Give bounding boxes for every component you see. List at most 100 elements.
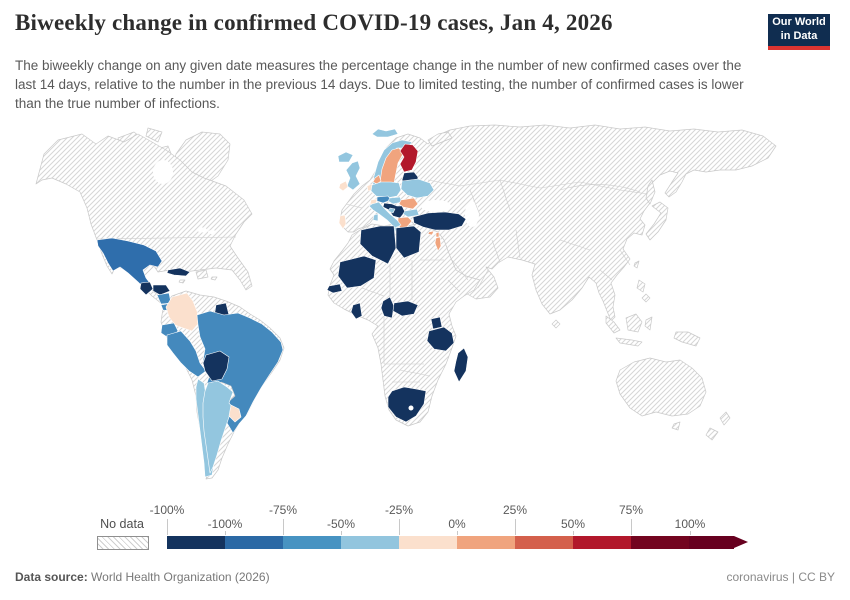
map-region-sardinia[interactable] <box>372 213 379 222</box>
map-region-peru[interactable] <box>166 330 207 378</box>
legend-no-data-label: No data <box>100 517 144 531</box>
map-region-svalbard[interactable] <box>371 128 399 138</box>
map-landmass-new-zealand-south[interactable] <box>705 427 719 441</box>
map-region-lebanon[interactable] <box>435 231 440 238</box>
hudson-bay <box>153 160 173 184</box>
legend-segment[interactable] <box>399 536 457 549</box>
map-landmass-japan[interactable] <box>645 201 669 241</box>
legend-segment[interactable] <box>631 536 689 549</box>
map-region-bolivia[interactable] <box>202 350 230 382</box>
license-link[interactable]: coronavirus | CC BY <box>726 570 836 584</box>
map-region-ireland[interactable] <box>338 180 349 192</box>
map-region-bosnia[interactable] <box>387 207 396 214</box>
legend-tick-label: -100% <box>207 517 243 531</box>
black-sea <box>421 200 451 212</box>
map-region-argentina[interactable] <box>202 380 236 474</box>
map-landmass-philippines[interactable] <box>636 279 646 293</box>
map-landmass-philippines-south[interactable] <box>641 293 651 303</box>
border-china-india <box>539 239 591 261</box>
map-region-tanzania[interactable] <box>426 326 455 352</box>
map-landmass-australia[interactable] <box>615 357 707 417</box>
border-nigeria <box>361 287 385 297</box>
legend-segment[interactable] <box>689 536 734 549</box>
map-landmass-new-guinea[interactable] <box>673 331 701 347</box>
map-landmass-sri-lanka[interactable] <box>551 319 561 329</box>
map-region-senegal[interactable] <box>326 283 343 294</box>
map-landmass-arctic-island-2[interactable] <box>145 127 163 143</box>
map-landmass-borneo[interactable] <box>625 313 643 333</box>
map-region-israel[interactable] <box>434 236 442 252</box>
legend-tick-line <box>283 519 284 535</box>
legend-segment[interactable] <box>341 536 399 549</box>
map-landmass-tasmania[interactable] <box>671 421 681 431</box>
map-landmass-sulawesi[interactable] <box>644 316 653 331</box>
map-region-ghana[interactable] <box>350 302 363 320</box>
border-central-asia-2 <box>499 179 511 211</box>
border-horn <box>447 279 461 293</box>
border-mongolia <box>559 184 641 193</box>
legend-tick-label: 50% <box>560 517 586 531</box>
legend-no-data-swatch[interactable] <box>97 536 149 550</box>
map-region-madagascar[interactable] <box>453 347 469 383</box>
map-region-colombia[interactable] <box>165 292 200 332</box>
data-source-line: Data source: World Health Organization (… <box>15 570 270 584</box>
map-region-central-african-republic[interactable] <box>392 300 419 317</box>
map-region-libya[interactable] <box>395 225 422 259</box>
map-region-guatemala[interactable] <box>139 281 154 296</box>
map-landmass-java[interactable] <box>615 337 643 347</box>
map-landmass-sakhalin[interactable] <box>645 179 656 205</box>
map-landmass-taiwan[interactable] <box>633 260 640 269</box>
map-region-italy[interactable] <box>368 201 402 229</box>
map-region-honduras[interactable] <box>152 284 171 296</box>
map-landmass-hispaniola[interactable] <box>195 269 209 280</box>
map-region-turkey[interactable] <box>412 211 467 231</box>
map-region-finland[interactable] <box>399 143 419 173</box>
legend-segment[interactable] <box>515 536 573 549</box>
legend-tick-line <box>631 519 632 535</box>
legend-tick-line <box>457 531 458 535</box>
legend-segment[interactable] <box>167 536 225 549</box>
data-source-label: Data source: <box>15 570 88 584</box>
map-region-iceland[interactable] <box>337 151 354 163</box>
border-us-canada <box>96 236 237 240</box>
page-title: Biweekly change in confirmed COVID-19 ca… <box>15 10 613 35</box>
map-region-uganda[interactable] <box>430 316 443 330</box>
map-region-romania[interactable] <box>398 197 419 210</box>
map-region-hungary[interactable] <box>387 196 403 205</box>
legend-tick-line <box>515 519 516 535</box>
map-region-cuba[interactable] <box>166 267 191 277</box>
map-region-austria[interactable] <box>376 195 392 204</box>
map-landmass-new-zealand-north[interactable] <box>719 411 731 426</box>
legend-segment[interactable] <box>283 536 341 549</box>
map-landmass-puerto-rico[interactable] <box>210 276 218 281</box>
map-region-portugal[interactable] <box>338 214 347 230</box>
legend-segment[interactable] <box>457 536 515 549</box>
map-landmass-north-america[interactable] <box>35 133 253 317</box>
great-lake-2 <box>208 230 216 234</box>
owid-logo[interactable]: Our World in Data <box>768 14 830 50</box>
map-region-cyprus[interactable] <box>427 230 435 236</box>
legend-tick-line <box>225 531 226 535</box>
map-region-germany-poland[interactable] <box>370 181 402 199</box>
border-se-asia <box>599 249 631 281</box>
map-region-algeria[interactable] <box>359 225 397 265</box>
legend-segment[interactable] <box>225 536 283 549</box>
legend-segment[interactable] <box>573 536 631 549</box>
map-region-uk[interactable] <box>345 160 361 191</box>
map-landmass-sumatra[interactable] <box>605 315 621 334</box>
map-region-bulgaria[interactable] <box>402 208 420 218</box>
legend-tick-label: 100% <box>674 517 706 531</box>
map-region-ukraine[interactable] <box>400 178 435 199</box>
world-map-svg <box>35 124 777 480</box>
map-region-cameroon[interactable] <box>380 296 395 319</box>
border-zambia <box>399 369 431 377</box>
map-landmass-novaya-zemlya[interactable] <box>427 131 453 147</box>
map-landmass-jamaica[interactable] <box>178 279 186 284</box>
map-region-mali[interactable] <box>337 255 377 289</box>
legend-tick-label: 0% <box>448 517 466 531</box>
legend-tick-label: -100% <box>149 503 185 517</box>
legend-tick-label: 25% <box>502 503 528 517</box>
map-region-uruguay[interactable] <box>228 404 242 423</box>
map-region-south-africa[interactable] <box>387 386 427 423</box>
